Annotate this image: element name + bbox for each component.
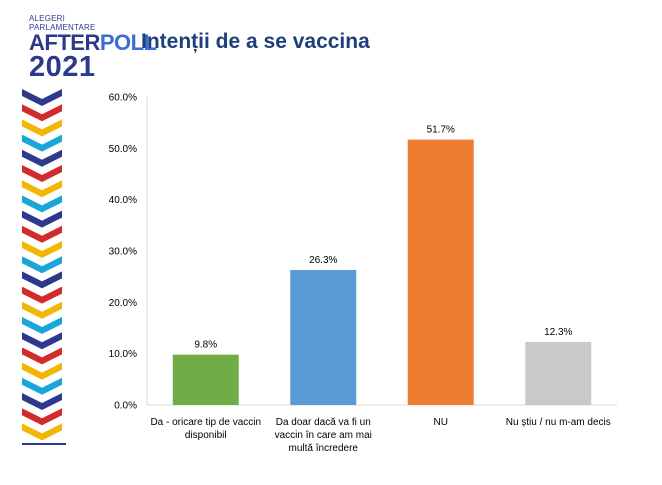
- chevron-decoration: [22, 89, 66, 445]
- chevron-stripe: [22, 423, 62, 441]
- data-label: 12.3%: [544, 327, 572, 338]
- chevron-stripe: [22, 377, 62, 395]
- category-label-line: disponibil: [185, 430, 227, 441]
- chevron-stripe: [22, 134, 62, 152]
- chevron-stripe: [22, 165, 62, 182]
- bar: [290, 269, 357, 405]
- logo-line-alegeri: ALEGERI: [29, 14, 66, 23]
- category-label: Da - oricare tip de vaccin disponibil: [150, 417, 261, 441]
- chevron-stripe: [22, 332, 62, 350]
- data-label: 9.8%: [194, 340, 217, 351]
- chevron-stripe: [22, 89, 62, 106]
- chevron-stripe: [22, 347, 62, 365]
- y-tick-label: 50.0%: [109, 144, 137, 155]
- y-tick-label: 30.0%: [109, 247, 137, 258]
- chevron-stripe: [22, 195, 62, 213]
- y-tick-label: 40.0%: [109, 195, 137, 206]
- chevron-stripe: [22, 317, 62, 334]
- chevron-stripe: [22, 362, 62, 380]
- chevron-stripe: [22, 241, 62, 258]
- afterpoll-logo: ALEGERI PARLAMENTARE AFTERPOLL 2021: [29, 14, 157, 83]
- data-label: 26.3%: [309, 255, 337, 266]
- category-label: Da doar dacă va fi un vaccin în care am m…: [275, 417, 372, 454]
- y-tick-label: 0.0%: [114, 401, 137, 412]
- bar: [172, 354, 239, 405]
- chevron-stripe: [22, 225, 62, 243]
- logo-after: AFTER: [29, 30, 100, 55]
- chevron-stripe: [22, 119, 62, 137]
- bar: [407, 139, 474, 405]
- chevron-stripe: [22, 408, 62, 426]
- logo-line-parlamentare: PARLAMENTARE: [29, 23, 96, 32]
- bar: [525, 341, 592, 405]
- logo-poll: POLL: [99, 30, 157, 55]
- chevron-stripe: [22, 180, 62, 198]
- category-label-line: vaccin în care am mai: [275, 430, 372, 441]
- category-label-line: Da - oricare tip de vaccin: [150, 417, 261, 428]
- category-label-line: Da doar dacă va fi un: [276, 417, 371, 428]
- category-label-line: Nu știu / nu m-am decis: [506, 417, 611, 428]
- y-tick-label: 60.0%: [109, 93, 137, 104]
- chevron-stripe: [22, 256, 62, 274]
- chevron-stripe: [22, 286, 62, 304]
- data-label: 51.7%: [427, 125, 455, 136]
- chevron-stripe: [22, 271, 62, 289]
- category-label: Nu știu / nu m-am decis: [506, 417, 611, 428]
- category-label-line: NU: [434, 417, 448, 428]
- deco-baseline: [22, 443, 66, 445]
- chevron-stripe: [22, 104, 62, 122]
- category-label: NU: [434, 417, 448, 428]
- chevron-stripe: [22, 149, 62, 167]
- y-tick-label: 10.0%: [109, 349, 137, 360]
- chevron-stripe: [22, 393, 62, 410]
- logo-year: 2021: [29, 51, 96, 83]
- chevron-stripe: [22, 210, 62, 228]
- logo-afterpoll: AFTERPOLL: [29, 30, 157, 55]
- chart-title: Intenții de a se vaccina: [141, 30, 370, 53]
- category-label-line: multă încredere: [289, 443, 359, 454]
- y-tick-label: 20.0%: [109, 298, 137, 309]
- chevron-stripe: [22, 301, 62, 319]
